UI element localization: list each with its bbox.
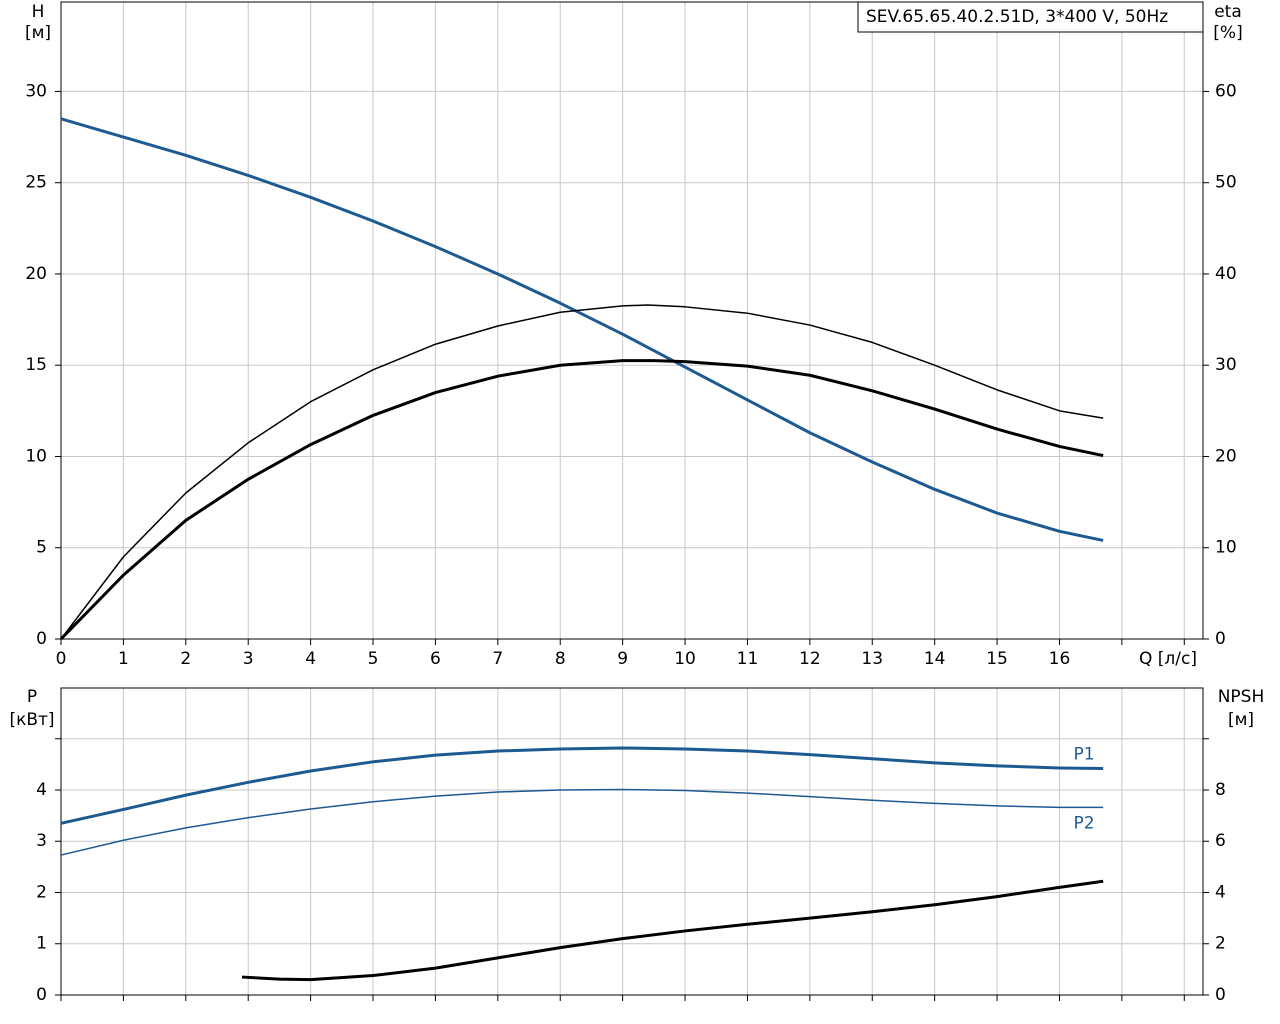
- y-tick-label: 25: [25, 173, 47, 193]
- y-axis-label: [кВт]: [9, 710, 54, 730]
- x-tick-label: 0: [56, 649, 67, 669]
- series-label: P1: [1073, 744, 1094, 764]
- y2-tick-label: 60: [1215, 81, 1237, 101]
- y2-tick-label: 10: [1215, 538, 1237, 558]
- title-box: [857, 1, 1204, 33]
- x-tick-label: 16: [1049, 649, 1071, 669]
- x-axis-label: Q [л/с]: [1139, 649, 1197, 669]
- y2-axis-label: NPSH: [1218, 687, 1265, 707]
- y-tick-label: 10: [25, 446, 47, 466]
- y-axis-label: P: [27, 687, 37, 707]
- y2-axis-label: eta: [1214, 2, 1242, 22]
- y-tick-label: 2: [36, 882, 47, 902]
- curve: [60, 117, 1104, 542]
- y2-axis-label: [%]: [1213, 23, 1242, 43]
- curve: [59, 359, 1104, 641]
- x-tick-label: 3: [243, 649, 254, 669]
- y2-axis-label: [м]: [1228, 710, 1254, 730]
- y-tick-label: 20: [25, 264, 47, 284]
- y-tick-label: 4: [36, 780, 47, 800]
- curve: [60, 788, 1104, 856]
- y-tick-label: 30: [25, 81, 47, 101]
- y-tick-label: 15: [25, 355, 47, 375]
- y-tick-label: 1: [36, 934, 47, 954]
- y2-tick-label: 40: [1215, 264, 1237, 284]
- y-tick-label: 5: [36, 538, 47, 558]
- x-tick-label: 9: [617, 649, 628, 669]
- y2-tick-label: 6: [1215, 831, 1226, 851]
- y2-tick-label: 30: [1215, 355, 1237, 375]
- y-tick-label: 3: [36, 831, 47, 851]
- x-tick-label: 8: [555, 649, 566, 669]
- y-axis-label: H: [32, 2, 45, 22]
- x-tick-label: 1: [118, 649, 129, 669]
- curve: [60, 746, 1104, 825]
- plot-frame: [60, 687, 1204, 996]
- series-label: P2: [1073, 813, 1094, 833]
- x-tick-label: 4: [305, 649, 316, 669]
- y-tick-label: 0: [36, 629, 47, 649]
- y2-tick-label: 0: [1215, 985, 1226, 1005]
- x-tick-label: 10: [674, 649, 696, 669]
- y-axis-label: [м]: [25, 23, 51, 43]
- y2-tick-label: 20: [1215, 446, 1237, 466]
- x-tick-label: 14: [924, 649, 946, 669]
- plot-frame: [60, 1, 1204, 640]
- y2-tick-label: 2: [1215, 934, 1226, 954]
- x-tick-label: 5: [368, 649, 379, 669]
- chart-title: SEV.65.65.40.2.51D, 3*400 V, 50Hz: [866, 7, 1168, 27]
- y2-tick-label: 4: [1215, 882, 1226, 902]
- y2-tick-label: 50: [1215, 173, 1237, 193]
- x-tick-label: 12: [799, 649, 821, 669]
- x-tick-label: 13: [861, 649, 883, 669]
- x-tick-label: 2: [180, 649, 191, 669]
- x-tick-label: 15: [986, 649, 1008, 669]
- y-tick-label: 0: [36, 985, 47, 1005]
- curve: [241, 879, 1104, 982]
- x-tick-label: 6: [430, 649, 441, 669]
- x-tick-label: 11: [737, 649, 759, 669]
- curve: [60, 304, 1104, 640]
- y2-tick-label: 0: [1215, 629, 1226, 649]
- x-tick-label: 7: [492, 649, 503, 669]
- y2-tick-label: 8: [1215, 780, 1226, 800]
